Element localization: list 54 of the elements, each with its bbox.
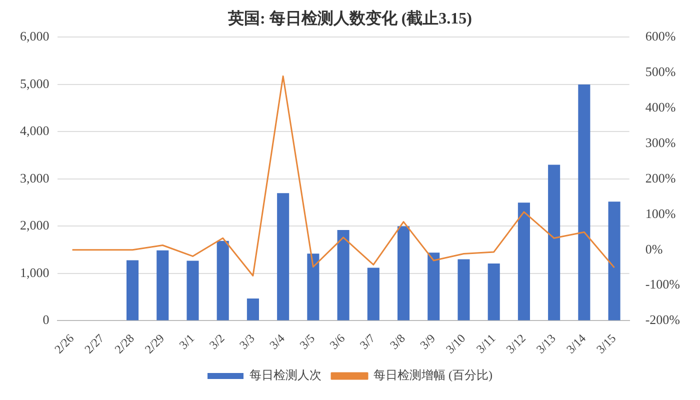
bar: [337, 230, 350, 320]
x-tick-label: 3/12: [503, 331, 528, 356]
bar: [578, 84, 590, 320]
y2-tick-label: 600%: [645, 28, 676, 44]
x-tick-label: 3/9: [417, 331, 438, 352]
y-tick-label: 1,000: [20, 264, 50, 280]
y2-tick-label: 0%: [645, 241, 663, 256]
y-tick-label: 2,000: [20, 218, 50, 233]
y-tick-label: 0: [42, 312, 50, 328]
bar: [126, 260, 139, 320]
x-tick-label: 3/7: [357, 331, 378, 352]
x-tick-label: 3/6: [326, 331, 348, 352]
legend-label: 每日检测人次: [250, 368, 322, 382]
bar: [428, 252, 440, 320]
x-tick-label: 3/2: [206, 331, 228, 352]
x-tick-label: 3/8: [387, 331, 408, 352]
y2-tick-label: 400%: [645, 100, 676, 115]
y2-tick-label: 200%: [645, 170, 676, 186]
y2-tick-label: -200%: [645, 312, 680, 328]
chart-title: 英国: 每日检测人数变化 (截止3.15): [227, 10, 472, 28]
x-tick-label: 3/15: [594, 331, 619, 356]
bar: [216, 240, 229, 320]
y2-tick-label: 100%: [645, 206, 676, 221]
bar: [518, 202, 530, 320]
bar: [307, 254, 320, 320]
bar: [458, 259, 470, 320]
bar: [367, 268, 380, 320]
y2-tick-label: 300%: [645, 134, 676, 150]
bar: [548, 164, 560, 320]
bar: [397, 226, 410, 320]
x-tick-label: 3/1: [176, 331, 198, 352]
x-tick-label: 2/26: [52, 331, 77, 356]
bar: [277, 193, 290, 320]
x-tick-label: 3/4: [266, 331, 288, 352]
bar: [608, 202, 620, 320]
bar: [156, 250, 169, 320]
x-tick-label: 3/3: [236, 331, 258, 352]
bar: [246, 298, 259, 320]
x-tick-label: 3/10: [443, 331, 468, 356]
legend-label: 每日检测增幅 (百分比): [374, 368, 493, 382]
x-tick-label: 2/29: [142, 331, 167, 356]
x-tick-label: 3/13: [533, 331, 558, 356]
bar: [186, 260, 199, 320]
x-tick-label: 3/5: [296, 331, 318, 352]
bar: [488, 264, 500, 320]
x-tick-label: 3/11: [474, 331, 498, 356]
x-tick-label: 3/14: [564, 331, 589, 356]
y2-tick-label: 500%: [645, 64, 676, 80]
y-tick-label: 6,000: [20, 28, 50, 44]
y2-tick-label: -100%: [645, 276, 680, 292]
y-tick-label: 3,000: [20, 170, 50, 186]
y-tick-label: 4,000: [20, 123, 50, 138]
y-tick-label: 5,000: [20, 76, 50, 91]
x-tick-label: 2/28: [112, 331, 137, 356]
